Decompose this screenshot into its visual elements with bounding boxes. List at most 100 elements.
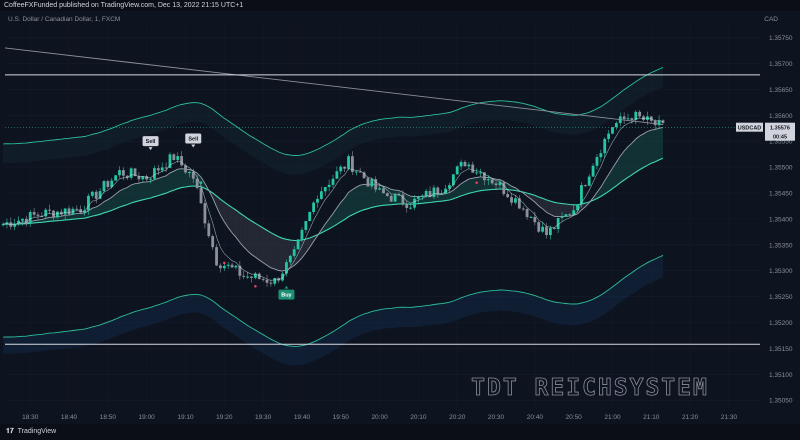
time-axis-label: 20:40: [527, 414, 544, 421]
candle-body: [607, 133, 611, 139]
candle-body: [382, 188, 385, 194]
ribbon-fill: [608, 168, 613, 192]
candle-body: [638, 111, 642, 117]
candle-body: [133, 168, 137, 176]
time-axis-label: 20:10: [410, 414, 427, 421]
ribbon-fill: [659, 127, 663, 160]
lower-band-line: [3, 254, 664, 347]
ribbon-fill: [461, 181, 465, 196]
candle-body: [106, 181, 110, 188]
candle-body: [587, 176, 591, 186]
price-axis-label: 1.35550: [769, 139, 793, 146]
ribbon-fill: [468, 178, 473, 194]
candle-body: [397, 194, 401, 196]
candle-body: [257, 273, 261, 280]
ribbon-fill: [348, 189, 353, 217]
time-axis-label: 18:50: [100, 414, 117, 421]
candle-body: [591, 165, 595, 177]
candle-body: [510, 197, 513, 203]
ribbon-fill: [127, 184, 132, 205]
candle-body: [642, 116, 645, 120]
candle-body: [316, 198, 319, 203]
ribbon-fill: [651, 129, 656, 164]
candle-body: [121, 170, 125, 176]
ribbon-fill: [352, 187, 357, 215]
time-axis-label: 19:30: [255, 414, 272, 421]
candle-body: [98, 191, 102, 199]
candle-body: [541, 226, 545, 232]
ribbon-fill: [457, 183, 462, 198]
ribbon-fill: [426, 195, 431, 203]
candle-body: [32, 212, 36, 215]
candle-body: [463, 161, 467, 167]
upper-band-fill: [3, 67, 664, 175]
candle-body: [125, 175, 129, 178]
signal-dot: [199, 181, 203, 184]
ribbon-fill: [251, 220, 256, 258]
candle-body: [385, 193, 389, 196]
signal-badge: [185, 133, 202, 144]
signal-badge: [142, 136, 159, 147]
candle-body: [312, 202, 315, 212]
currency-label: CAD: [764, 16, 778, 23]
candle-body: [261, 279, 265, 281]
candle-body: [564, 214, 568, 217]
ribbon-fill: [558, 202, 563, 217]
tradingview-logo-icon[interactable]: 𝟏𝟕: [6, 428, 14, 435]
price-axis-label: 1.35400: [769, 216, 793, 223]
ribbon-fill: [379, 185, 384, 206]
ribbon-fill: [173, 169, 178, 191]
ribbon-fill: [201, 177, 205, 189]
candle-body: [1, 224, 5, 226]
candle-body: [83, 210, 86, 213]
ribbon-fill: [616, 156, 621, 186]
ribbon-fill: [639, 133, 644, 170]
candle-body: [168, 154, 172, 168]
ribbon-fill: [154, 178, 159, 197]
candle-body: [242, 275, 246, 277]
price-axis-label: 1.35650: [769, 87, 793, 94]
candle-body: [319, 191, 323, 199]
candle-body: [234, 265, 238, 268]
ribbon-fill: [185, 169, 190, 187]
ribbon-fill: [480, 176, 485, 191]
candle-body: [226, 264, 230, 266]
ribbon-fill: [247, 218, 252, 255]
candle-body: [343, 166, 347, 169]
candle-body: [347, 156, 350, 169]
candle-body: [424, 190, 428, 196]
candle-body: [129, 168, 133, 178]
ribbon-fill: [177, 168, 182, 189]
time-axis-label: 20:20: [449, 414, 466, 421]
ribbon-fill: [150, 179, 155, 199]
candle-body: [246, 276, 250, 278]
price-axis-label: 1.35500: [769, 165, 793, 172]
candle-body: [653, 120, 657, 126]
brand-name[interactable]: TradingView: [17, 428, 57, 435]
candle-body: [21, 218, 24, 221]
ribbon-fill: [111, 194, 116, 211]
candle-body: [479, 172, 482, 174]
candle-body: [137, 175, 141, 180]
ribbon-fill: [565, 204, 570, 217]
time-axis-label: 19:00: [139, 414, 156, 421]
ribbon-fill: [375, 184, 380, 207]
candle-body: [405, 203, 409, 208]
candle-body: [420, 195, 424, 197]
countdown-label: 00:45: [773, 135, 787, 141]
candle-body: [362, 172, 366, 179]
publish-header: CoffeeFXFunded published on TradingView.…: [0, 0, 800, 11]
ribbon-fill: [321, 224, 326, 233]
candle-body: [160, 167, 164, 171]
signal-arrow: [148, 147, 153, 151]
candle-body: [288, 255, 292, 263]
ribbon-fill: [496, 179, 500, 190]
ribbon-fill: [65, 215, 70, 220]
candle-body: [285, 262, 288, 274]
candle-body: [219, 265, 222, 269]
ribbon-fill: [484, 177, 489, 191]
candle-body: [486, 179, 490, 181]
candle-body: [614, 123, 618, 128]
ribbon-fill: [453, 186, 458, 199]
